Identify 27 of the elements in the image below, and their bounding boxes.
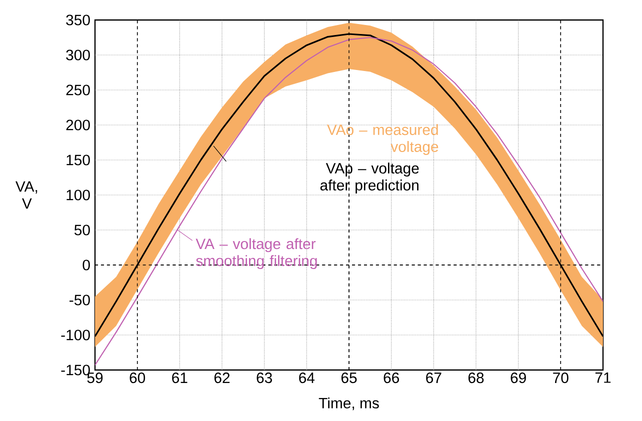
x-tick-label: 61 [172, 372, 188, 384]
y-tick-label: 150 [66, 154, 90, 166]
x-tick-label: 71 [595, 372, 611, 383]
text: VAp – voltage after prediction [320, 162, 419, 194]
x-tick-label: 66 [384, 372, 399, 384]
x-tick-label: 69 [510, 372, 526, 384]
x-tick-label: 62 [214, 372, 230, 384]
y-tick-label: 100 [66, 190, 90, 200]
x-tick-label: 65 [341, 372, 357, 384]
x-tick-label: 64 [299, 372, 315, 384]
x-tick-label: 60 [130, 372, 146, 384]
y-tick-label: -100 [61, 330, 90, 340]
legend-label: VAo – measured voltage [327, 124, 438, 155]
y-tick-label: 200 [66, 120, 90, 130]
y-tick-label: 50 [74, 224, 90, 236]
y-axis-title: VA, V [16, 181, 38, 209]
y-tick-label: 250 [66, 84, 90, 96]
legend-label: VA – voltage after smoothing filtering [196, 238, 317, 270]
x-tick-label: 67 [426, 372, 442, 384]
x-tick-label: 68 [468, 372, 484, 384]
y-tick-label: -50 [70, 294, 90, 306]
y-tick-label: 350 [66, 14, 90, 26]
x-tick-label: 70 [553, 372, 568, 384]
x-tick-label: 63 [256, 372, 272, 384]
y-tick-label: 300 [66, 50, 90, 60]
x-axis-title: Time, ms [318, 397, 379, 410]
y-tick-label: 0 [82, 260, 90, 270]
